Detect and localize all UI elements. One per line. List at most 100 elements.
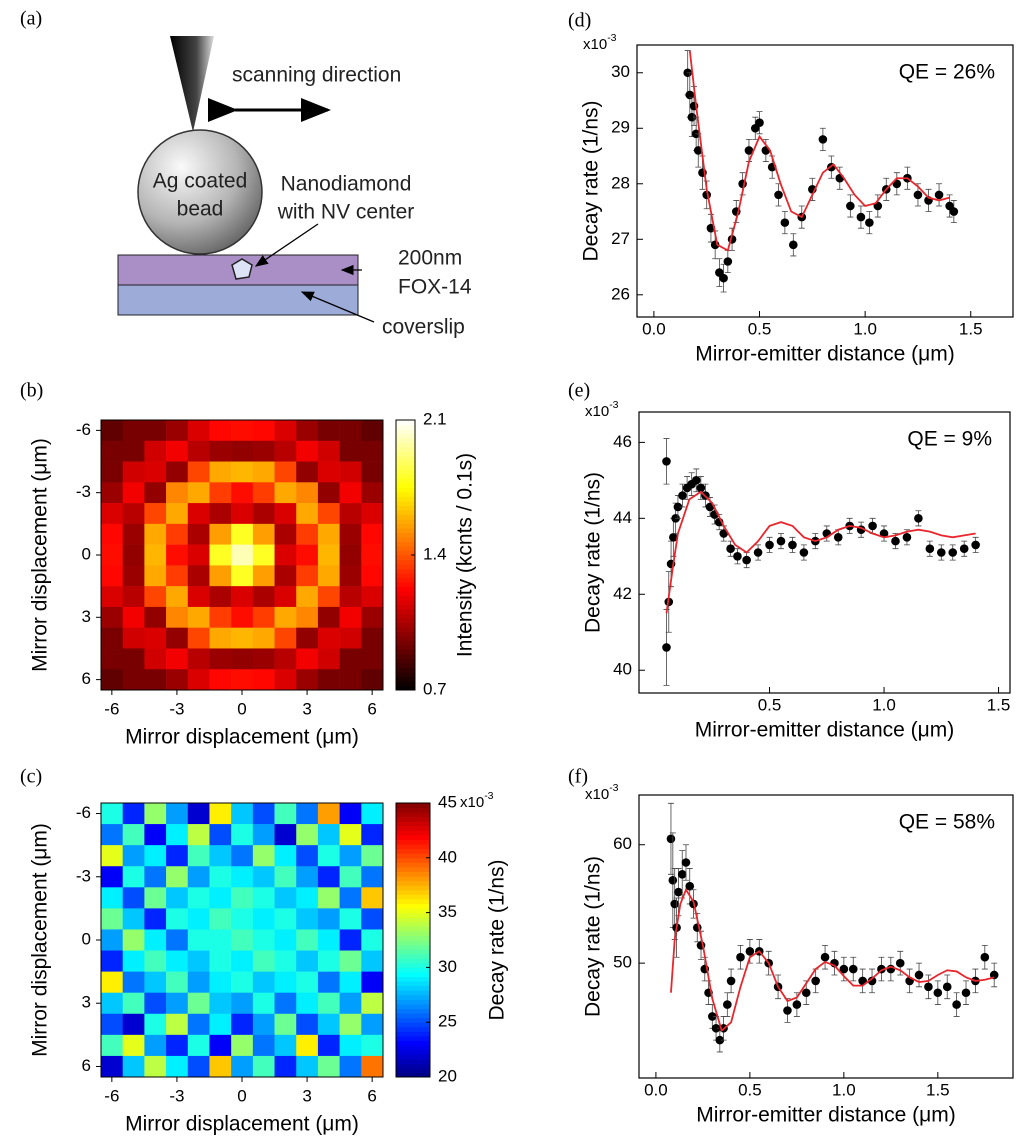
heatmap-cell [187,544,210,566]
heatmap-cell [361,420,384,442]
heatmap-cell [274,971,297,993]
heatmap-cell [166,420,189,442]
y-tick-label: 6 [82,669,91,688]
colorbar-strip [396,917,430,923]
colorbar-strip [396,803,430,809]
heatmap-cell [317,503,340,525]
heatmap-cell [187,1013,210,1036]
heatmap-cell [231,586,254,608]
heatmap-cell [101,908,123,930]
colorbar-strip [396,541,415,547]
scale-label: x10-3 [583,32,617,53]
data-point [799,548,809,557]
heatmap-cell [231,565,254,587]
heatmap-cell [209,1034,232,1057]
colorbar-strip [396,1058,430,1064]
heatmap-cell [101,669,123,691]
heatmap-cell [274,1034,297,1057]
heatmap-cell [317,929,340,951]
heatmap-cell [101,606,123,628]
panel-label: (f) [568,766,588,788]
heatmap-cell [361,908,384,930]
heatmap-cell [122,1013,145,1036]
heatmap-cell [122,523,145,545]
data-point [971,540,980,550]
y-tick-label: 0 [82,544,91,563]
heatmap-cell [144,440,167,462]
colorbar-strip [396,424,415,430]
data-point [723,257,733,266]
y-tick-label: 42 [613,584,632,603]
heatmap-cell [274,482,297,504]
heatmap-cell [166,669,189,691]
x-tick-label: -3 [169,699,184,718]
heatmap-cell [361,1013,384,1036]
colorbar-strip [396,958,430,964]
scale-label: x10-3 [585,782,619,803]
colorbar-strip [396,505,415,511]
colorbar-strip [396,586,415,592]
heatmap-cell [296,845,319,867]
heatmap-cell [274,1013,297,1036]
colorbar-strip [396,871,430,877]
bead [137,129,263,255]
heatmap-cell [274,420,297,442]
heatmap-cell [122,503,145,525]
heatmap-cell [339,440,362,462]
heatmap-cell [144,908,167,930]
heatmap-cell [339,420,362,442]
heatmap-cell [317,908,340,930]
heatmap-cell [296,950,319,972]
heatmap-cell [296,824,319,846]
heatmap-cell [296,803,319,825]
colorbar-strip [396,663,415,668]
heatmap-cell [166,461,189,483]
colorbar-strip [396,631,415,637]
colorbar-strip [396,981,430,987]
scale-base: x10 [583,36,607,53]
colorbar-tick-label: 45 [438,792,457,811]
heatmap-cell [339,887,362,909]
heatmap-cell [274,950,297,972]
heatmap-cell [231,440,254,462]
data-point [924,982,933,992]
heatmap-cell [231,845,254,867]
x-tick-label: 0.0 [642,319,666,338]
data-point [818,135,828,144]
scale-base: x10 [585,403,609,420]
colorbar-strip [396,935,430,941]
x-tick-label: 1.5 [959,319,983,338]
fit-line [670,887,995,1033]
heatmap-cell [339,908,362,930]
heatmap-cell [101,440,123,462]
y-axis-label: Mirror displacement (μm) [29,823,52,1057]
heatmap-cell [101,627,123,649]
data-point [707,1012,717,1021]
heatmap-cell [144,992,167,1015]
heatmap-cell [231,461,254,483]
data-point [891,536,900,546]
colorbar-strip [396,658,415,664]
heatmap-cell [122,648,145,670]
x-tick-label: 6 [367,699,376,718]
colorbar-strip [396,1045,430,1051]
y-tick-label: 0 [82,929,91,948]
heatmap-cell [296,461,319,483]
heatmap-cell [296,887,319,909]
data-point [848,964,858,974]
colorbar-strip [396,685,415,691]
y-tick-label: -6 [76,803,91,822]
heatmap-cell [252,866,275,888]
data-point [696,483,706,493]
heatmap-cell [209,950,232,972]
x-tick-label: 0.5 [738,1080,762,1099]
colorbar-strip [396,839,430,845]
colorbar-strip [396,857,430,863]
heatmap-cell [252,482,275,504]
colorbar-strip [396,903,430,909]
heatmap-cell [317,992,340,1015]
heatmap-cell [296,523,319,545]
data-point [933,988,943,998]
colorbar-strip [396,474,415,479]
plot-area [666,802,999,1053]
